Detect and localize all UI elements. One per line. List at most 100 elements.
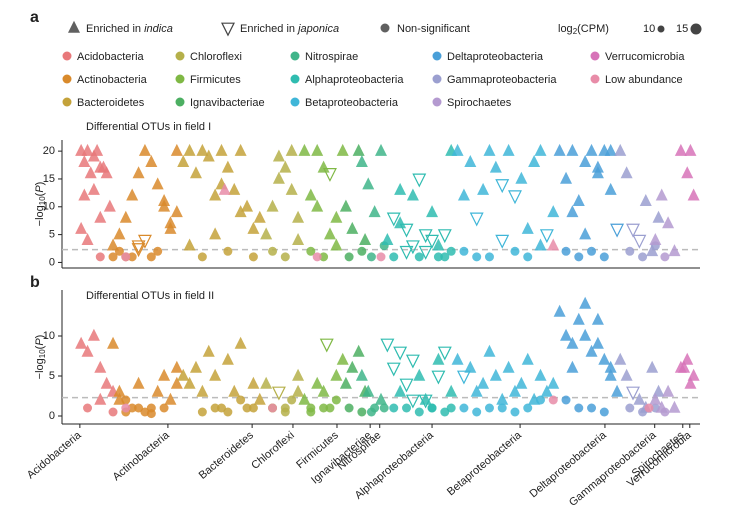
otu-point: [399, 245, 414, 260]
legend-text: Enriched in indica: [86, 23, 173, 35]
otu-point: [330, 238, 343, 251]
otu-point: [389, 252, 399, 262]
otu-point: [145, 155, 158, 168]
size-label: 15: [676, 23, 688, 35]
y-label-part: P: [34, 338, 46, 346]
legend-label: Gammaproteobacteria: [447, 74, 557, 86]
otu-point: [247, 221, 260, 234]
otu-point: [268, 403, 278, 413]
otu-point: [113, 384, 126, 397]
legend-label: Ignavibacteriae: [190, 97, 265, 109]
otu-point: [271, 386, 286, 401]
otu-point: [534, 143, 547, 156]
otu-point: [183, 143, 196, 156]
otu-point: [151, 384, 164, 397]
otu-point: [472, 252, 482, 262]
otu-point: [399, 223, 414, 238]
otu-point: [446, 246, 456, 256]
otu-point: [311, 376, 324, 389]
otu-point: [285, 182, 298, 195]
otu-point: [604, 182, 617, 195]
y-tick-label: 20: [43, 145, 55, 157]
otu-point: [502, 143, 515, 156]
otu-point: [614, 143, 627, 156]
otu-point: [196, 143, 209, 156]
otu-point: [536, 395, 545, 405]
otu-point: [579, 155, 592, 168]
otu-point: [614, 352, 627, 365]
y-label-part: −log: [34, 358, 46, 379]
legend-label: Deltaproteobacteria: [447, 51, 544, 63]
legend-swatch: [62, 51, 72, 61]
otu-point: [528, 155, 541, 168]
otu-point: [574, 252, 584, 262]
otu-point: [402, 403, 412, 413]
otu-point: [547, 376, 560, 389]
y-label-part: 10: [38, 196, 47, 205]
size-title-part: 2: [573, 27, 578, 36]
otu-point: [652, 210, 665, 223]
otu-point: [510, 246, 520, 256]
otu-point: [108, 252, 118, 262]
otu-point: [215, 143, 228, 156]
otu-point: [599, 252, 609, 262]
otu-point: [325, 403, 335, 413]
otu-point: [472, 407, 482, 417]
otu-point: [414, 252, 424, 262]
legend-swatch: [590, 51, 600, 61]
otu-point: [311, 199, 324, 212]
legend-marker: [68, 20, 80, 33]
otu-point: [579, 328, 592, 341]
otu-point: [566, 336, 579, 349]
otu-point: [336, 352, 349, 365]
otu-point: [170, 205, 183, 218]
otu-point: [456, 370, 471, 385]
x-tick-label: Bacteroidetes: [197, 429, 257, 482]
otu-point: [655, 188, 668, 201]
otu-point: [114, 246, 124, 256]
legend-text-part: Enriched in: [240, 23, 298, 35]
otu-point: [78, 188, 91, 201]
otu-point: [495, 234, 510, 249]
legend-label: Alphaproteobacteria: [305, 74, 404, 86]
otu-point: [386, 212, 401, 227]
otu-point: [394, 384, 407, 397]
otu-point: [380, 338, 395, 353]
otu-point: [548, 395, 558, 405]
x-tick-label: Acidobacteria: [25, 429, 84, 482]
otu-point: [426, 205, 439, 218]
x-tick-label: Verrucomicrobia: [625, 429, 694, 490]
otu-point: [561, 246, 571, 256]
otu-point: [437, 346, 452, 361]
otu-point: [625, 246, 635, 256]
otu-point: [234, 336, 247, 349]
otu-point: [587, 403, 597, 413]
legend-label: Chloroflexi: [190, 51, 242, 63]
otu-point: [646, 244, 659, 257]
otu-point: [272, 149, 285, 162]
otu-point: [521, 352, 534, 365]
y-label-part: −log: [34, 205, 46, 226]
otu-point: [496, 392, 509, 405]
otu-point: [197, 252, 207, 262]
otu-point: [234, 205, 247, 218]
otu-point: [547, 238, 560, 251]
otu-point: [91, 143, 104, 156]
otu-point: [674, 143, 687, 156]
otu-point: [131, 243, 146, 258]
legend-label: Low abundance: [605, 74, 683, 86]
otu-point: [553, 143, 566, 156]
panel-title: Differential OTUs in field II: [86, 290, 214, 302]
otu-point: [638, 252, 648, 262]
x-tick-label: Actinobacteria: [111, 429, 173, 484]
otu-point: [591, 166, 604, 179]
otu-point: [170, 360, 183, 373]
otu-point: [121, 403, 131, 413]
otu-point: [241, 199, 254, 212]
x-tick-label: Chloroflexi: [249, 429, 297, 472]
otu-point: [687, 188, 700, 201]
otu-point: [366, 252, 376, 262]
otu-point: [540, 384, 553, 397]
otu-point: [539, 229, 554, 244]
otu-point: [121, 252, 131, 262]
